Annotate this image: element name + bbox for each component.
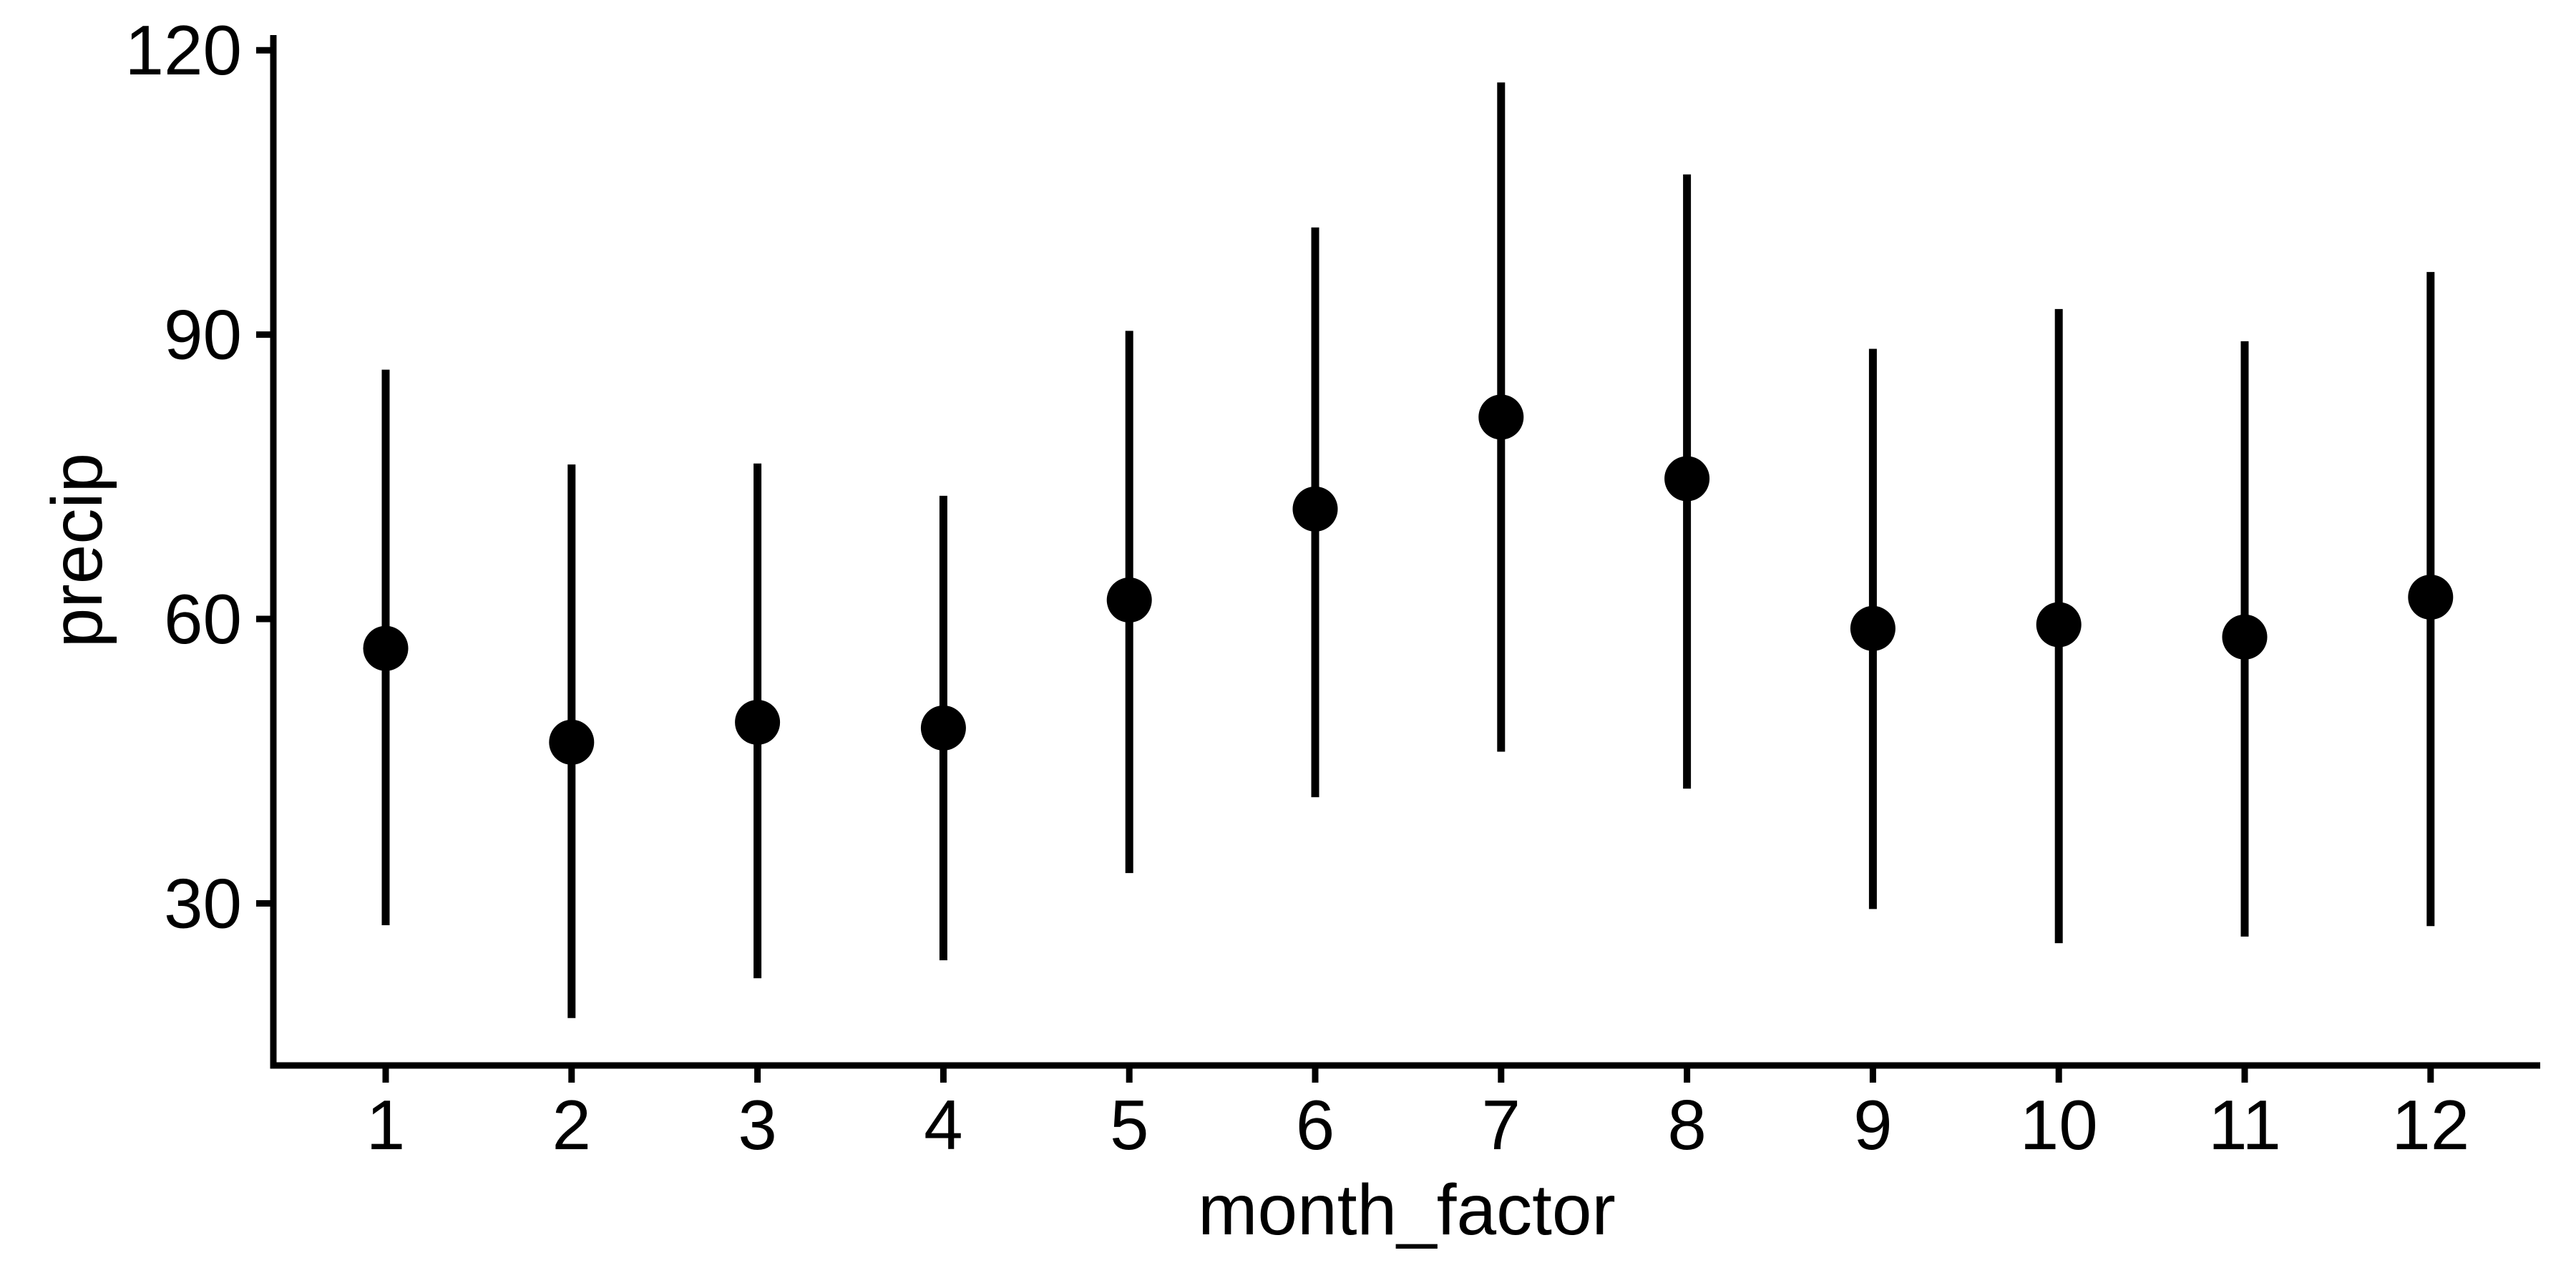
y-tick-label: 90 [164,296,242,374]
x-tick-label: 4 [924,1085,963,1164]
x-tick-label: 5 [1110,1085,1149,1164]
point [2036,602,2082,648]
point [735,699,781,745]
point [1478,394,1524,440]
y-axis-title: precip [37,453,117,648]
point [2408,575,2454,620]
y-tick-label: 60 [164,580,242,658]
point [549,719,595,765]
x-tick-label: 8 [1667,1085,1707,1164]
y-tick-label: 30 [164,864,242,942]
point [1292,486,1338,532]
x-tick-label: 10 [2020,1085,2098,1164]
x-tick-label: 9 [1853,1085,1893,1164]
point [1664,456,1710,502]
point [363,625,409,671]
y-tick-label: 120 [125,11,242,89]
x-tick-label: 3 [738,1085,777,1164]
point [2222,614,2268,660]
x-tick-label: 12 [2391,1085,2469,1164]
x-tick-label: 11 [2208,1085,2281,1164]
x-tick-label: 1 [366,1085,406,1164]
point [1106,577,1152,623]
x-axis-title: month_factor [1198,1170,1616,1250]
point [1850,605,1896,651]
x-tick-label: 6 [1296,1085,1335,1164]
x-tick-label: 7 [1482,1085,1521,1164]
point [920,705,966,751]
x-tick-label: 2 [552,1085,592,1164]
pointrange-layer [363,82,2454,1018]
